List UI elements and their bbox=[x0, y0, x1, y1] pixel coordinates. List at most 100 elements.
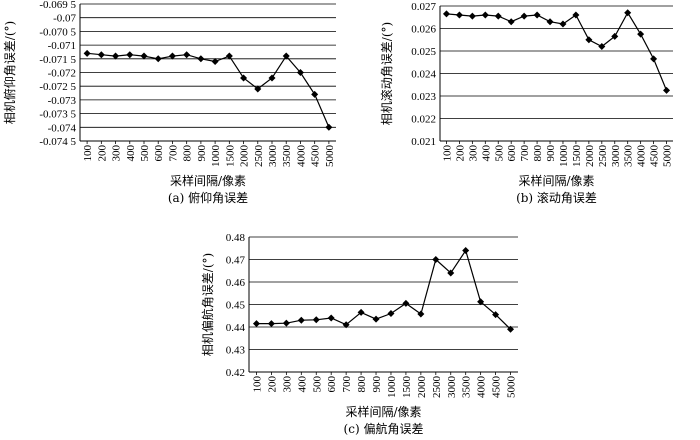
data-point bbox=[197, 55, 205, 63]
y-tick-label: -0.074 5 bbox=[39, 136, 76, 148]
y-tick-label: -0.071 5 bbox=[39, 54, 76, 66]
x-tick-label: 300 bbox=[281, 376, 293, 393]
x-tick-label: 4000 bbox=[476, 376, 488, 399]
y-tick-label: 0.022 bbox=[411, 114, 436, 126]
data-point bbox=[372, 315, 380, 323]
y-tick-label: -0.07 bbox=[53, 13, 76, 25]
x-tick-label: 1500 bbox=[401, 376, 413, 399]
data-point bbox=[140, 52, 148, 60]
data-point bbox=[126, 51, 134, 59]
y-tick-label: 0.45 bbox=[226, 300, 246, 312]
x-tick-label: 300 bbox=[111, 145, 123, 162]
data-point bbox=[112, 52, 120, 60]
data-point bbox=[447, 269, 455, 277]
x-tick-label: 100 bbox=[82, 145, 94, 162]
y-tick-label: 0.42 bbox=[226, 367, 245, 379]
data-point bbox=[585, 36, 593, 44]
data-point bbox=[312, 316, 320, 324]
x-tick-label: 1000 bbox=[558, 145, 570, 168]
data-point bbox=[225, 52, 233, 60]
data-point bbox=[327, 314, 335, 322]
x-tick-label: 4500 bbox=[491, 376, 503, 399]
x-tick-label: 4500 bbox=[310, 145, 322, 168]
data-point bbox=[282, 319, 290, 327]
data-point bbox=[267, 320, 275, 328]
x-tick-label: 200 bbox=[96, 145, 108, 162]
x-tick-label: 3000 bbox=[446, 376, 458, 399]
data-point bbox=[546, 18, 554, 26]
x-tick-label: 5000 bbox=[506, 376, 518, 399]
data-point bbox=[240, 74, 248, 82]
x-tick-label: 700 bbox=[167, 145, 179, 162]
data-point bbox=[342, 321, 350, 329]
y-tick-label: -0.074 bbox=[48, 122, 77, 134]
data-point bbox=[520, 12, 528, 20]
data-point bbox=[296, 69, 304, 76]
x-tick-label: 600 bbox=[153, 145, 165, 162]
x-tick-label: 300 bbox=[467, 145, 479, 162]
x-tick-label: 4500 bbox=[649, 145, 661, 168]
data-point bbox=[494, 12, 502, 20]
data-point bbox=[252, 320, 260, 328]
y-tick-label: -0.073 bbox=[48, 95, 77, 107]
x-tick-label: 700 bbox=[519, 145, 531, 162]
chart-pitch: -0.069 5 -0.07-0.070 5 -0.071 -0.071 5 -0.07… bbox=[2, 0, 336, 205]
x-tick-label: 600 bbox=[506, 145, 518, 162]
x-tick-label: 2000 bbox=[239, 144, 251, 167]
y-tick-label: 0.47 bbox=[226, 255, 246, 267]
x-axis-label: 采样间隔/像素 bbox=[345, 404, 421, 419]
x-tick-label: 3000 bbox=[610, 145, 622, 168]
y-tick-label: -0.069 5 bbox=[39, 0, 76, 11]
x-tick-label: 3500 bbox=[623, 145, 635, 168]
data-point bbox=[417, 310, 425, 318]
y-axis-label: 相机偏航角误差/(°) bbox=[200, 253, 215, 356]
data-point bbox=[402, 299, 410, 307]
x-tick-label: 800 bbox=[182, 145, 194, 162]
y-tick-label: 0.48 bbox=[226, 232, 246, 244]
x-tick-label: 4000 bbox=[295, 145, 307, 168]
data-point bbox=[254, 85, 262, 93]
data-point bbox=[282, 52, 290, 60]
x-tick-label: 2500 bbox=[431, 376, 443, 399]
data-point bbox=[154, 55, 162, 63]
y-tick-label: -0.071 bbox=[48, 40, 76, 52]
x-tick-label: 1000 bbox=[210, 145, 222, 168]
y-tick-label: 0.025 bbox=[411, 46, 436, 58]
x-tick-label: 3500 bbox=[461, 376, 473, 399]
chart-caption: (c) 偏航角误差 bbox=[344, 421, 424, 436]
data-point bbox=[468, 12, 476, 20]
y-tick-label: 0.46 bbox=[226, 277, 246, 289]
x-tick-label: 5000 bbox=[662, 145, 674, 168]
x-tick-label: 3000 bbox=[267, 145, 279, 168]
data-point bbox=[572, 11, 580, 19]
x-tick-label: 200 bbox=[454, 145, 466, 162]
data-point bbox=[637, 30, 645, 38]
x-tick-label: 900 bbox=[545, 145, 557, 162]
series-line bbox=[256, 249, 511, 330]
x-tick-label: 2500 bbox=[597, 145, 609, 168]
data-point bbox=[559, 20, 567, 28]
data-point bbox=[387, 310, 395, 317]
data-point bbox=[492, 311, 500, 319]
x-tick-label: 1500 bbox=[571, 145, 583, 168]
data-point bbox=[650, 55, 658, 63]
x-tick-label: 900 bbox=[371, 376, 383, 393]
data-point bbox=[598, 43, 606, 50]
series-line bbox=[87, 52, 330, 128]
data-point bbox=[507, 18, 515, 26]
y-axis-label: 相机俯仰角误差/(°) bbox=[2, 21, 17, 124]
data-point bbox=[297, 316, 305, 324]
x-axis-label: 采样间隔/像素 bbox=[518, 173, 594, 188]
data-point bbox=[533, 11, 541, 19]
x-tick-label: 1000 bbox=[386, 376, 398, 399]
y-tick-label: 0.027 bbox=[411, 1, 436, 13]
data-point bbox=[83, 49, 91, 57]
x-tick-label: 500 bbox=[311, 376, 323, 393]
x-tick-label: 900 bbox=[196, 145, 208, 162]
data-point bbox=[211, 58, 219, 66]
data-point bbox=[432, 256, 440, 263]
x-axis-label: 采样间隔/像素 bbox=[170, 173, 246, 188]
